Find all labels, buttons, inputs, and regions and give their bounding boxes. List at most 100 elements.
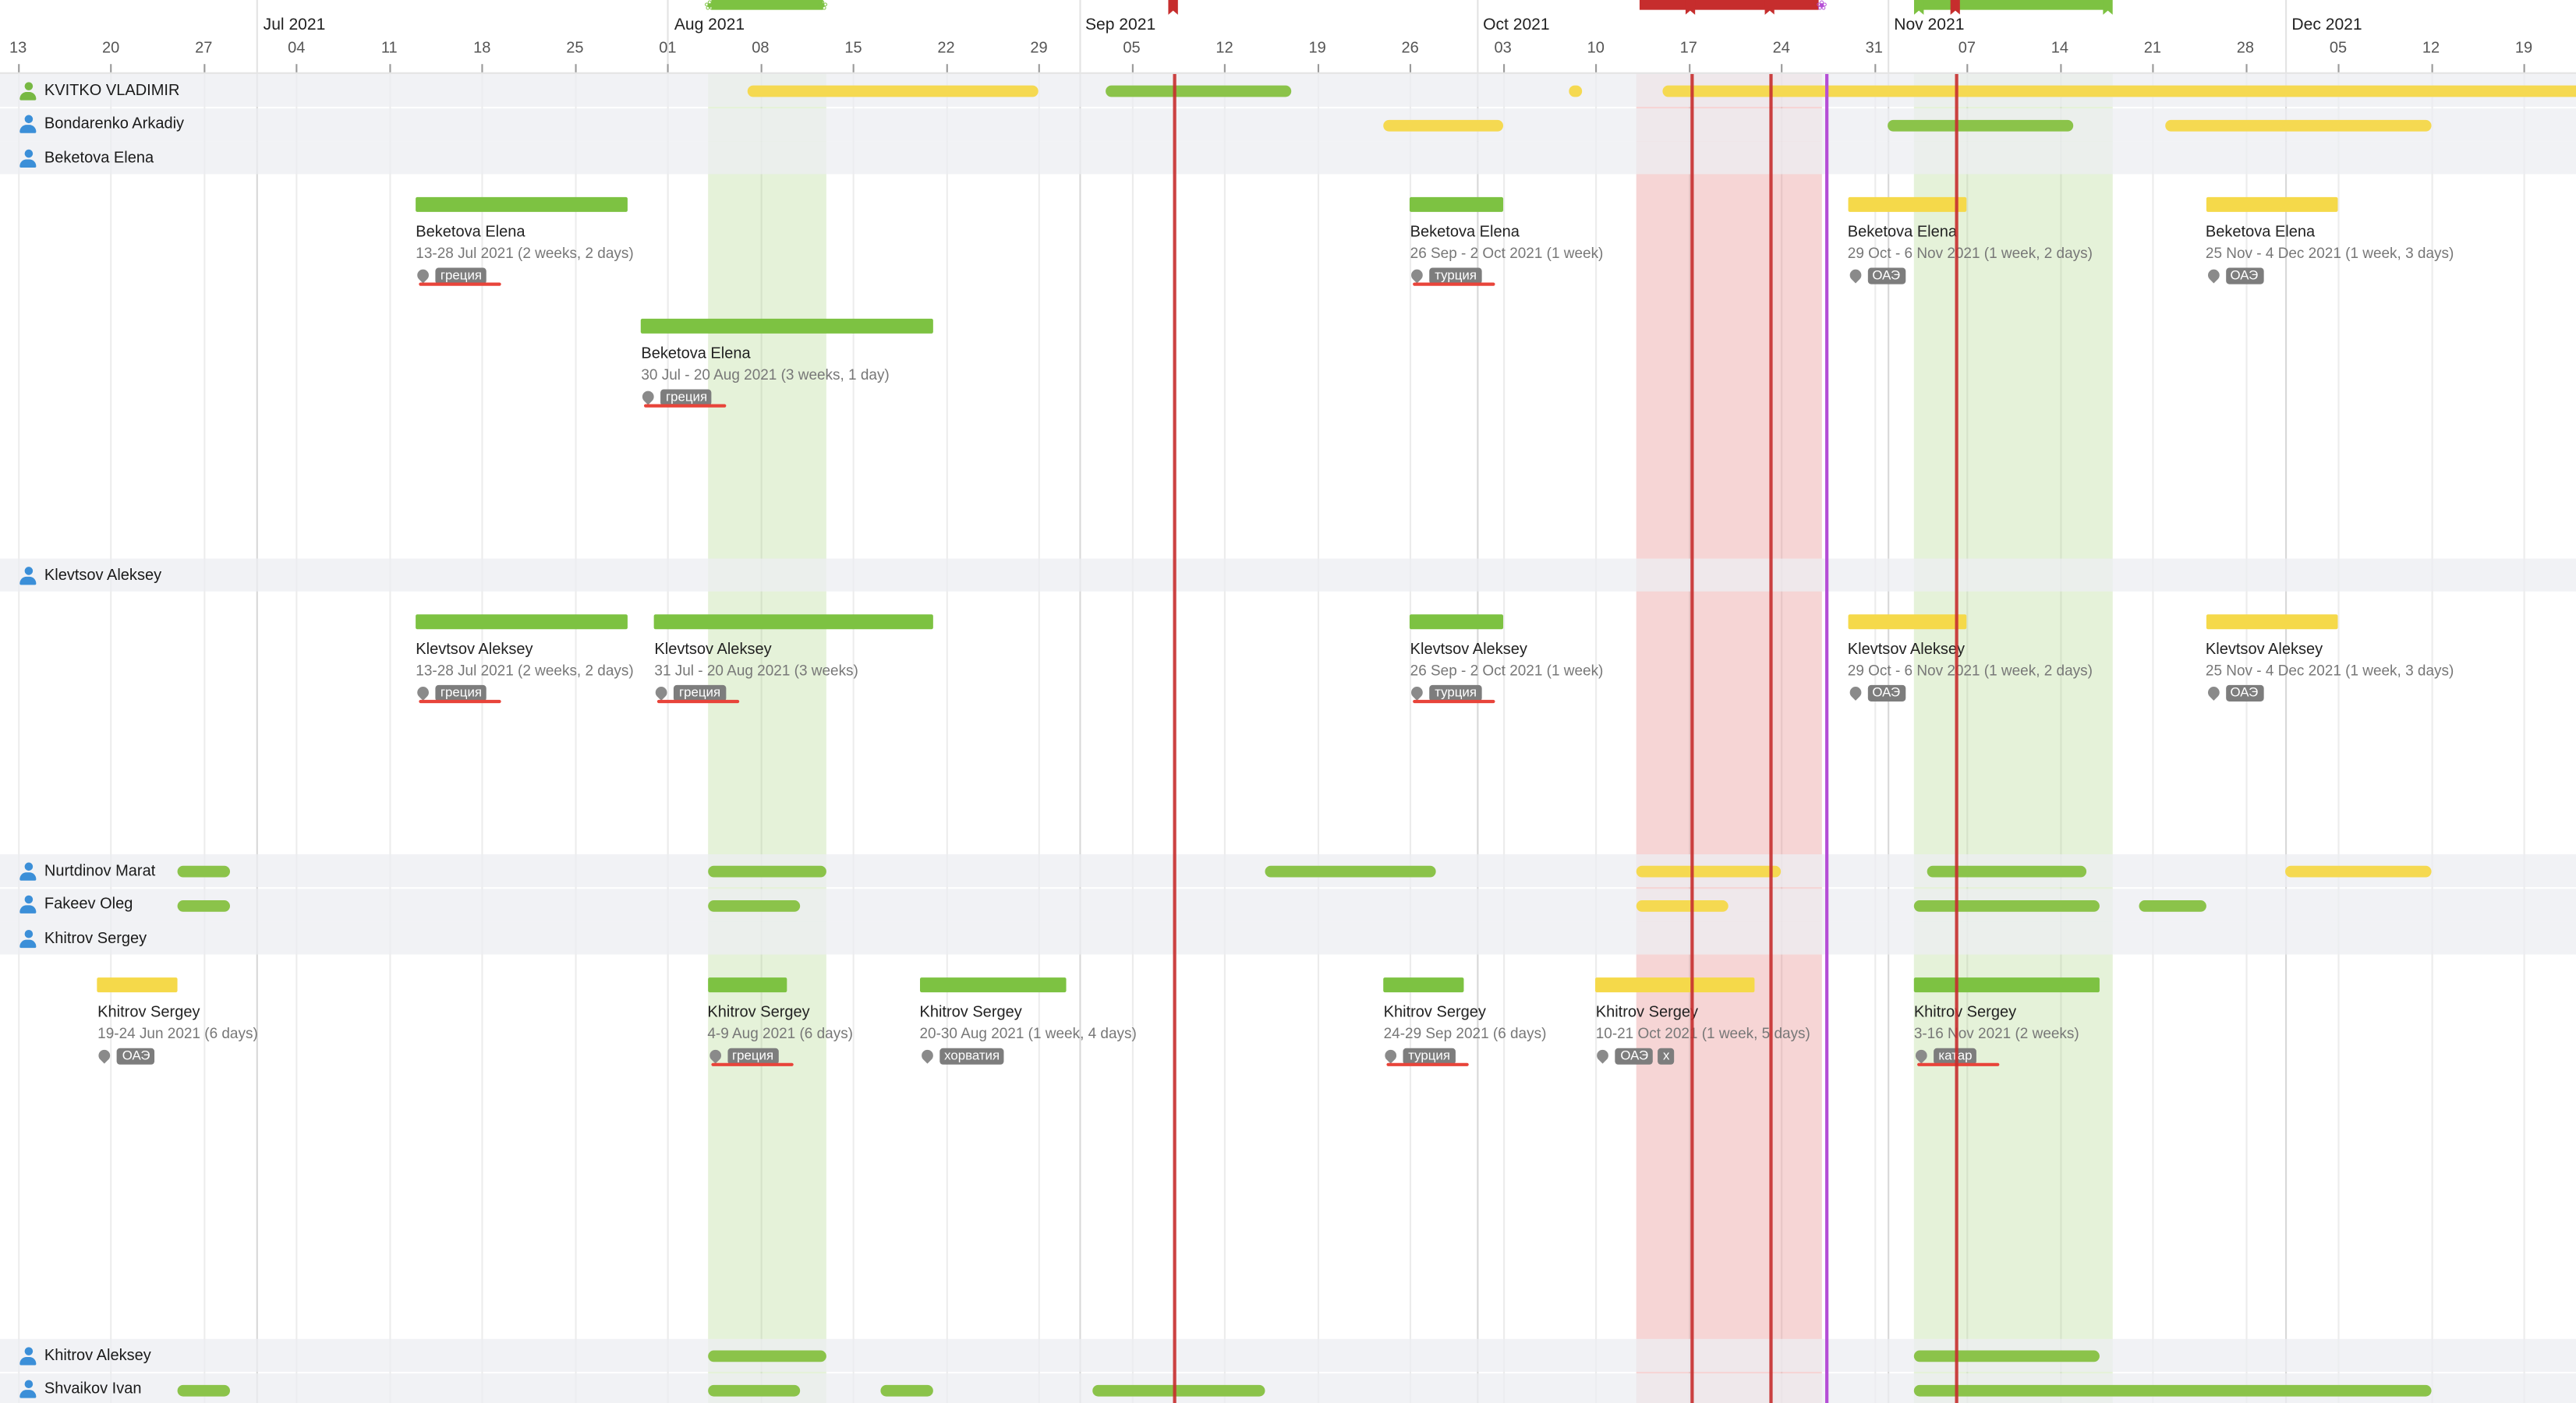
vacation-bar[interactable] [2205, 614, 2338, 630]
vacation-bar[interactable] [707, 899, 801, 911]
location-tag[interactable]: ОАЭ [1867, 267, 1905, 284]
vacation-bar[interactable] [1635, 865, 1782, 878]
vacation-bar[interactable] [177, 899, 231, 911]
vacation-bar[interactable] [1635, 899, 1729, 911]
vacation-card[interactable]: Beketova Elena 30 Jul - 20 Aug 2021 (3 we… [640, 345, 890, 406]
location-tag[interactable]: греция [727, 1048, 779, 1065]
location-tag[interactable]: греция [435, 267, 487, 284]
vacation-bar[interactable] [1661, 85, 2576, 97]
vacation-card[interactable]: Klevtsov Aleksey 29 Oct - 6 Nov 2021 (1 w… [1846, 641, 2093, 702]
vacation-bar[interactable] [2205, 196, 2338, 212]
vacation-card[interactable]: Khitrov Sergey 19-24 Jun 2021 (6 days) ОАЭ [97, 1004, 258, 1065]
location-tag[interactable]: катар [1934, 1048, 1977, 1065]
vacation-bar[interactable] [1264, 865, 1437, 878]
location-tag[interactable]: ОАЭ [2225, 684, 2263, 702]
week-gridline [760, 72, 763, 1403]
employee-row[interactable] [0, 108, 2576, 141]
employee-row[interactable] [0, 1338, 2576, 1372]
vacation-card[interactable]: Klevtsov Aleksey 31 Jul - 20 Aug 2021 (3 … [653, 641, 858, 702]
employee-name[interactable]: Khitrov Sergey [19, 921, 147, 954]
location-tag[interactable]: греция [435, 684, 487, 702]
day-label: 03 [1494, 39, 1512, 58]
vacation-bar[interactable] [1410, 196, 1503, 212]
location-tag[interactable]: греция [660, 389, 713, 406]
day-label: 18 [473, 39, 491, 58]
header-range-marker [1917, 0, 2110, 10]
vacation-bar[interactable] [177, 1384, 231, 1396]
paw-icon: ❀ [1816, 0, 1828, 13]
week-gridline [2245, 72, 2248, 1403]
vacation-card[interactable]: Klevtsov Aleksey 25 Nov - 4 Dec 2021 (1 w… [2204, 641, 2454, 702]
employee-name[interactable]: Bondarenko Arkadiy [19, 108, 184, 140]
vacation-bar[interactable] [1569, 85, 1583, 97]
vacation-card[interactable]: Beketova Elena 29 Oct - 6 Nov 2021 (1 wee… [1846, 224, 2093, 284]
vacation-bar[interactable] [919, 977, 1066, 993]
employee-row[interactable] [0, 558, 2576, 592]
vacation-card[interactable]: Khitrov Sergey 20-30 Aug 2021 (1 week, 4 … [918, 1004, 1137, 1065]
vacation-bar[interactable] [2139, 899, 2206, 911]
employee-name[interactable]: Nurtdinov Marat [19, 854, 155, 887]
location-tag[interactable]: греция [674, 684, 726, 702]
vacation-card[interactable]: Khitrov Sergey 10-21 Oct 2021 (1 week, 5 … [1594, 1004, 1810, 1065]
vacation-card[interactable]: Beketova Elena 13-28 Jul 2021 (2 weeks, 2… [415, 224, 634, 284]
vacation-bar[interactable] [707, 1384, 801, 1396]
vacation-dates: 25 Nov - 4 Dec 2021 (1 week, 3 days) [2205, 662, 2454, 679]
vacation-bar[interactable] [654, 614, 933, 630]
location-tag[interactable]: турция [1429, 684, 1482, 702]
vacation-bar[interactable] [1383, 977, 1463, 993]
vacation-bar[interactable] [1383, 118, 1503, 131]
employee-name[interactable]: Fakeev Oleg [19, 888, 133, 921]
location-tag[interactable]: ОАЭ [1867, 684, 1905, 702]
location-tag[interactable]: хорватия [939, 1048, 1005, 1065]
location-tag[interactable]: ОАЭ [1615, 1048, 1654, 1065]
vacation-bar[interactable] [2284, 865, 2432, 878]
employee-row[interactable] [0, 921, 2576, 955]
vacation-card[interactable]: Khitrov Sergey 3-16 Nov 2021 (2 weeks) кат… [1913, 1004, 2079, 1065]
vacation-card[interactable]: Klevtsov Aleksey 26 Sep - 2 Oct 2021 (1 w… [1409, 641, 1603, 702]
vacation-bar[interactable] [1887, 118, 2073, 131]
vacation-bar[interactable] [1595, 977, 1755, 993]
vacation-bar[interactable] [2165, 118, 2431, 131]
employee-name[interactable]: Beketova Elena [19, 141, 154, 174]
vacation-bar[interactable] [641, 318, 933, 334]
vacation-card[interactable]: Khitrov Sergey 4-9 Aug 2021 (6 days) греци… [706, 1004, 853, 1065]
employee-name[interactable]: Shvaikov Ivan [19, 1373, 142, 1403]
holiday-line [1955, 72, 1959, 1403]
week-gridline [2152, 72, 2155, 1403]
location-tag[interactable]: ОАЭ [2225, 267, 2263, 284]
employee-row[interactable] [0, 141, 2576, 175]
vacation-dates: 24-29 Sep 2021 (6 days) [1383, 1025, 1547, 1042]
location-tag[interactable]: ОАЭ [117, 1048, 155, 1065]
vacation-bar[interactable] [879, 1384, 933, 1396]
vacation-bar[interactable] [707, 977, 787, 993]
employee-name[interactable]: Khitrov Aleksey [19, 1339, 151, 1372]
month-divider [1887, 72, 1889, 1403]
vacation-card[interactable]: Beketova Elena 26 Sep - 2 Oct 2021 (1 wee… [1409, 224, 1603, 284]
vacation-card[interactable]: Beketova Elena 25 Nov - 4 Dec 2021 (1 wee… [2204, 224, 2454, 284]
vacation-bar[interactable] [177, 865, 231, 878]
vacation-bar[interactable] [416, 196, 628, 212]
vacation-bar[interactable] [1913, 977, 2100, 993]
vacation-bar[interactable] [707, 865, 827, 878]
vacation-bar[interactable] [1913, 1384, 2431, 1396]
vacation-bar[interactable] [416, 614, 628, 630]
vacation-bar[interactable] [1927, 865, 2086, 878]
vacation-bar[interactable] [1105, 85, 1291, 97]
vacation-bar[interactable] [1913, 899, 2100, 911]
vacation-bar[interactable] [1847, 614, 1967, 630]
vacation-bar[interactable] [1092, 1384, 1265, 1396]
vacation-card[interactable]: Klevtsov Aleksey 13-28 Jul 2021 (2 weeks,… [415, 641, 634, 702]
vacation-bar[interactable] [707, 1350, 827, 1362]
location-tag[interactable]: турция [1403, 1048, 1456, 1065]
employee-name[interactable]: Klevtsov Aleksey [19, 559, 161, 592]
vacation-bar[interactable] [97, 977, 178, 993]
day-tick [2431, 64, 2433, 72]
vacation-bar[interactable] [747, 85, 1039, 97]
vacation-bar[interactable] [1847, 196, 1967, 212]
vacation-bar[interactable] [1913, 1350, 2100, 1362]
vacation-card[interactable]: Khitrov Sergey 24-29 Sep 2021 (6 days) тур… [1382, 1004, 1547, 1065]
employee-name[interactable]: KVITKO VLADIMIR [19, 74, 179, 107]
vacation-bar[interactable] [1410, 614, 1503, 630]
location-tag[interactable]: турция [1429, 267, 1482, 284]
location-tag[interactable]: x [1658, 1048, 1675, 1065]
